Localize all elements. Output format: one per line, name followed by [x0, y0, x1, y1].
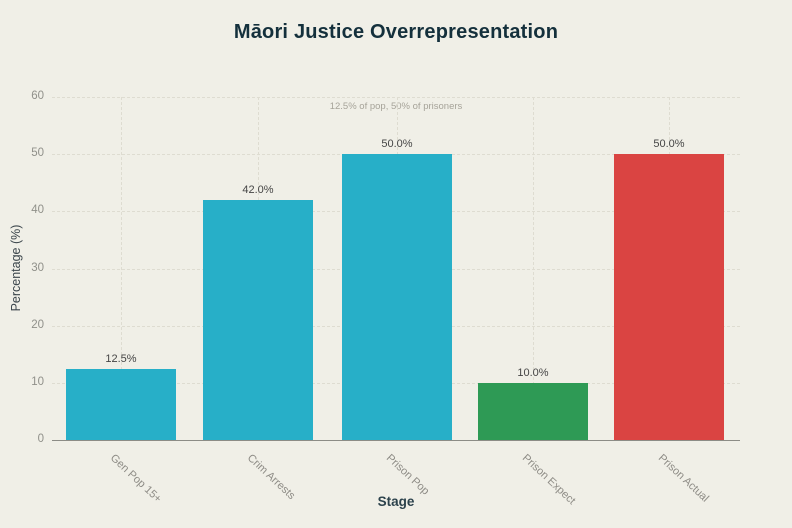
y-tick-label: 50: [31, 147, 44, 160]
y-tick-label: 20: [31, 318, 44, 331]
chart-title: Māori Justice Overrepresentation: [233, 21, 559, 43]
annotation: 12.5% of pop, 50% of prisoners: [329, 101, 463, 112]
bar-value-label: 12.5%: [105, 352, 137, 365]
bar-prison-actual: [614, 154, 724, 440]
x-gridline: [121, 97, 122, 440]
bar-value-label: 50.0%: [381, 138, 413, 151]
plot-area: 12.5% of pop, 50% of prisoners 0 10 20 30 40…: [31, 90, 740, 507]
y-tick-label: 10: [31, 375, 44, 388]
bar-value-label: 42.0%: [242, 183, 274, 196]
x-axis-title: Stage: [377, 494, 415, 509]
bar-value-label: 10.0%: [517, 366, 549, 379]
bar-prison-pop: [342, 154, 452, 440]
y-tick-label: 0: [37, 433, 44, 445]
y-tick-label: 40: [31, 204, 44, 217]
y-tick-label: 30: [31, 261, 44, 274]
bar-value-label: 50.0%: [653, 138, 685, 151]
y-tick-label: 60: [31, 90, 44, 102]
x-gridline: [533, 97, 534, 440]
bar-crim-arrests: [203, 199, 313, 440]
x-tick-label: Prison Pop: [383, 452, 432, 498]
bar-gen-pop-15-: [66, 368, 176, 440]
y-gridline: [52, 97, 740, 98]
bar-prison-expect: [478, 382, 588, 440]
